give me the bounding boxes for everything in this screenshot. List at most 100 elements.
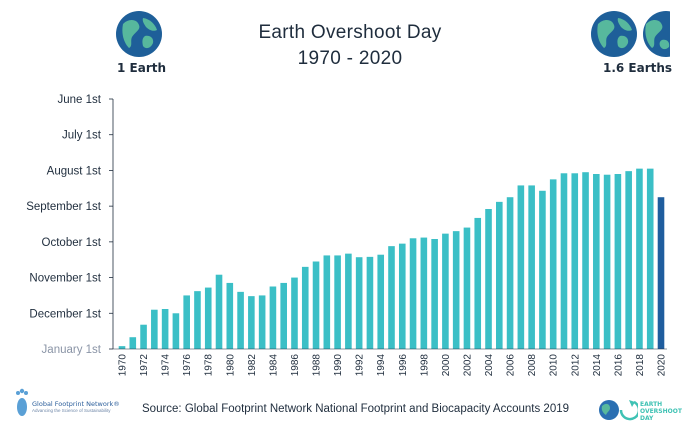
bar-2013: [582, 172, 589, 349]
bar-1989: [323, 255, 331, 349]
bar-1999: [431, 239, 438, 349]
x-tick-label: 2014: [592, 354, 603, 377]
bar-2009: [539, 190, 546, 349]
earth-globe-icon: [591, 11, 637, 57]
bar-1987: [301, 266, 309, 349]
bar-2010: [549, 179, 557, 349]
bar-2004: [485, 209, 492, 349]
bar-1983: [258, 295, 266, 349]
x-tick-label: 2020: [657, 354, 668, 377]
bar-1988: [312, 261, 320, 349]
bar-2001: [452, 231, 460, 349]
bar-2018: [636, 168, 643, 349]
bar-1990: [334, 255, 341, 349]
y-tick-label: June 1st: [58, 94, 102, 106]
y-tick-label: January 1st: [42, 344, 102, 356]
y-axis: June 1st July 1st August 1st September 1st O…: [26, 94, 114, 356]
bar-1971: [129, 337, 137, 349]
bar-1970: [118, 346, 126, 349]
x-tick-label: 1978: [204, 354, 215, 377]
x-axis: 1970 1972 1974 1976 1978 1980 1982 1984 1986 1988…: [113, 348, 668, 377]
bar-1981: [237, 291, 244, 349]
x-tick-label: 1976: [182, 354, 193, 377]
y-tick-label: August 1st: [47, 165, 102, 177]
bar-2011: [560, 173, 568, 349]
x-tick-label: 2016: [613, 354, 624, 377]
bar-1986: [291, 277, 298, 349]
footprint-logo-icon: [16, 388, 28, 416]
bar-1982: [248, 296, 255, 349]
x-tick-label: 1990: [333, 354, 344, 377]
bar-2012: [571, 173, 579, 349]
bar-1977: [194, 291, 201, 349]
bar-2007: [517, 185, 525, 349]
x-tick-label: 1986: [290, 354, 301, 377]
x-tick-label: 2012: [570, 354, 581, 377]
bar-2016: [614, 174, 622, 349]
gfn-logo-tagline: Advancing the Science of Sustainability: [32, 408, 111, 413]
bar-1980: [226, 282, 234, 349]
x-tick-label: 2010: [549, 354, 560, 377]
bar-1972: [140, 324, 147, 349]
source-note: Source: Global Footprint Network Nationa…: [142, 403, 570, 415]
bar-2008: [528, 185, 535, 349]
x-tick-label: 1992: [355, 354, 366, 377]
partial-earth-globe-icon: [643, 11, 670, 57]
bar-2019: [646, 168, 654, 349]
chart-subtitle: 1970 - 2020: [297, 48, 403, 69]
x-tick-label: 2008: [527, 354, 538, 377]
earth-globe-icon: [116, 11, 162, 57]
bar-2014: [593, 174, 600, 349]
eod-logo-line-2: OVERSHOOT: [640, 408, 682, 415]
x-tick-label: 2004: [484, 354, 495, 377]
x-tick-label: 1996: [398, 354, 409, 377]
eod-logo-line-1: EARTH: [640, 401, 663, 408]
x-tick-label: 1980: [225, 354, 236, 377]
bar-1995: [388, 246, 395, 349]
x-tick-label: 1998: [419, 354, 430, 377]
bar-2017: [625, 171, 632, 349]
x-tick-label: 1972: [139, 354, 150, 377]
bar-2015: [603, 174, 611, 349]
x-tick-label: 1988: [312, 354, 323, 377]
eod-logo-line-3: DAY: [640, 415, 654, 422]
bar-1975: [172, 313, 180, 349]
x-tick-label: 1970: [118, 354, 129, 377]
x-tick-label: 1984: [268, 354, 279, 377]
y-tick-label: September 1st: [26, 201, 102, 213]
bar-1976: [183, 295, 190, 349]
x-tick-label: 1974: [161, 354, 172, 377]
overshoot-globe-logo-icon: [599, 400, 638, 421]
x-tick-label: 2000: [441, 354, 452, 377]
bar-1984: [269, 286, 277, 349]
gfn-logo-name: Global Footprint Network®: [32, 400, 120, 408]
bar-2000: [442, 233, 449, 349]
y-tick-label: November 1st: [29, 273, 101, 285]
chart-title: Earth Overshoot Day: [258, 22, 442, 43]
y-tick-label: October 1st: [42, 237, 102, 249]
bar-1992: [355, 257, 363, 349]
bar-1979: [215, 274, 223, 349]
bar-1993: [366, 256, 374, 349]
x-tick-label: 1994: [376, 354, 387, 377]
bar-1998: [420, 237, 428, 349]
bar-1978: [204, 287, 212, 349]
bar-2002: [463, 227, 471, 349]
bar-1991: [345, 253, 352, 349]
bar-series: [118, 168, 665, 349]
bar-2006: [506, 197, 514, 349]
bar-1997: [409, 238, 417, 349]
bar-1974: [161, 309, 169, 349]
x-tick-label: 2006: [506, 354, 517, 377]
y-tick-label: December 1st: [29, 308, 101, 320]
y-tick-label: July 1st: [62, 130, 102, 142]
bar-2005: [496, 201, 503, 349]
bar-2020: [657, 197, 665, 349]
x-tick-label: 1982: [247, 354, 258, 377]
one-point-six-earths-label: 1.6 Earths: [603, 61, 673, 75]
x-tick-label: 2018: [635, 354, 646, 377]
x-tick-label: 2002: [462, 354, 473, 377]
one-earth-label: 1 Earth: [117, 61, 167, 75]
bar-2003: [474, 217, 482, 349]
